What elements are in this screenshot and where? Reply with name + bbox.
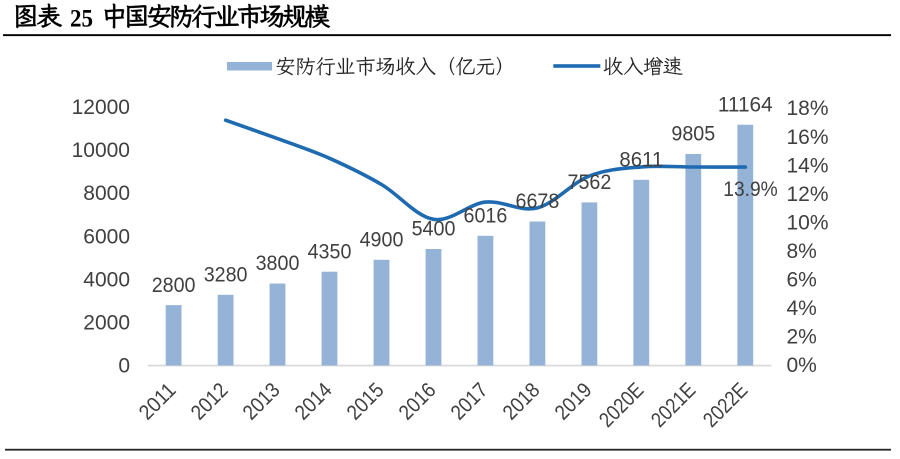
svg-text:12%: 12% [787,183,829,206]
svg-text:5400: 5400 [412,218,456,241]
svg-text:4%: 4% [787,297,817,320]
svg-text:25: 25 [70,3,93,32]
svg-text:8000: 8000 [83,182,130,205]
svg-text:7562: 7562 [568,171,612,194]
svg-text:4350: 4350 [308,240,352,263]
svg-text:8%: 8% [787,240,817,263]
svg-text:6%: 6% [787,269,817,292]
svg-text:8611: 8611 [619,149,663,172]
svg-text:0%: 0% [787,354,817,377]
svg-text:16%: 16% [787,126,829,149]
svg-text:12000: 12000 [72,96,130,119]
svg-text:4000: 4000 [83,268,130,291]
svg-text:3800: 3800 [256,252,300,275]
svg-text:11164: 11164 [718,93,773,116]
svg-text:13.9%: 13.9% [723,178,778,201]
svg-text:2800: 2800 [152,274,196,297]
svg-text:9805: 9805 [671,123,715,146]
svg-text:10%: 10% [787,211,829,234]
svg-text:6000: 6000 [83,225,130,248]
svg-text:3280: 3280 [204,264,248,287]
svg-text:2%: 2% [787,326,817,349]
svg-text:18%: 18% [787,97,829,120]
svg-text:2000: 2000 [83,312,130,335]
svg-text:14%: 14% [787,154,829,177]
svg-text:0: 0 [118,355,130,378]
svg-text:10000: 10000 [72,139,130,162]
svg-text:4900: 4900 [360,229,404,252]
svg-text:6016: 6016 [464,205,508,228]
svg-text:6678: 6678 [516,190,560,213]
